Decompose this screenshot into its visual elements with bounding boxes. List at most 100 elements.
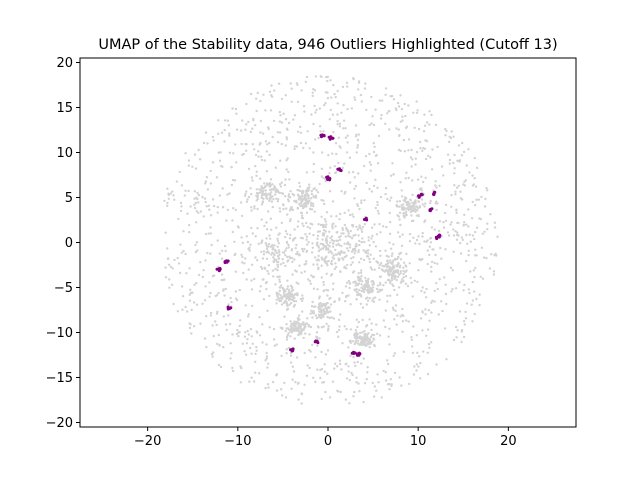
inlier-point	[278, 207, 281, 210]
inlier-point	[352, 215, 355, 218]
inlier-point	[300, 89, 303, 92]
inlier-point	[211, 161, 215, 164]
inlier-point	[337, 318, 341, 322]
inlier-point	[367, 340, 370, 343]
inlier-point	[312, 162, 316, 166]
inlier-point	[463, 221, 466, 224]
inlier-point	[220, 273, 224, 276]
inlier-point	[301, 310, 304, 313]
inlier-point	[406, 284, 410, 288]
inlier-point	[365, 338, 369, 342]
inlier-point	[302, 104, 306, 108]
inlier-point	[190, 308, 193, 312]
inlier-point	[267, 192, 271, 195]
inlier-point	[378, 249, 382, 253]
inlier-point	[325, 288, 328, 292]
inlier-point	[206, 142, 209, 145]
y-tick-label: −5	[54, 281, 73, 296]
inlier-point	[255, 188, 258, 191]
inlier-point	[373, 268, 376, 271]
outlier-point	[417, 194, 420, 198]
inlier-point	[216, 239, 219, 242]
inlier-point	[443, 327, 447, 330]
inlier-point	[388, 382, 391, 386]
inlier-point	[323, 218, 327, 221]
inlier-point	[405, 252, 408, 255]
inlier-point	[379, 195, 383, 199]
inlier-point	[390, 196, 393, 199]
inlier-point	[473, 275, 476, 279]
inlier-point	[229, 342, 232, 345]
inlier-point	[359, 331, 362, 334]
inlier-point	[216, 342, 219, 346]
inlier-point	[299, 131, 303, 134]
inlier-point	[389, 174, 393, 177]
inlier-point	[376, 186, 379, 189]
inlier-point	[334, 171, 337, 175]
inlier-point	[184, 189, 187, 192]
inlier-point	[422, 180, 425, 184]
inlier-point	[352, 270, 356, 273]
inlier-point	[280, 121, 284, 124]
inlier-point	[493, 226, 497, 229]
inlier-point	[243, 194, 247, 198]
inlier-point	[382, 284, 385, 287]
inlier-point	[263, 267, 267, 270]
inlier-point	[271, 183, 274, 186]
inlier-point	[274, 283, 277, 286]
inlier-point	[240, 214, 244, 218]
inlier-point	[444, 203, 448, 207]
inlier-point	[395, 278, 398, 282]
inlier-point	[374, 154, 378, 158]
x-tick-label: 20	[500, 434, 517, 449]
inlier-point	[447, 140, 451, 144]
inlier-point	[287, 295, 290, 298]
inlier-point	[320, 198, 323, 202]
inlier-point	[291, 327, 294, 330]
inlier-point	[378, 334, 382, 337]
inlier-point	[399, 315, 402, 318]
inlier-point	[344, 235, 347, 238]
outlier-point	[319, 133, 323, 137]
inlier-point	[374, 178, 377, 181]
inlier-point	[186, 310, 189, 313]
inlier-point	[217, 151, 220, 154]
inlier-point	[370, 122, 373, 125]
inlier-point	[392, 308, 395, 311]
inlier-point	[194, 167, 198, 170]
inlier-point	[444, 248, 447, 251]
inlier-point	[359, 257, 363, 260]
inlier-point	[314, 380, 317, 384]
inlier-point	[329, 79, 332, 82]
inlier-point	[423, 240, 426, 243]
inlier-point	[250, 352, 253, 355]
inlier-point	[318, 306, 321, 309]
inlier-point	[312, 88, 315, 91]
inlier-point	[492, 270, 496, 273]
inlier-point	[236, 225, 240, 228]
inlier-point	[331, 288, 335, 291]
inlier-point	[283, 300, 287, 303]
inlier-point	[332, 282, 335, 285]
inlier-point	[421, 286, 424, 289]
inlier-point	[203, 299, 207, 302]
inlier-point	[269, 109, 273, 112]
inlier-point	[355, 318, 358, 321]
inlier-point	[246, 338, 249, 341]
inlier-point	[303, 204, 306, 207]
inlier-point	[435, 208, 438, 212]
inlier-point	[180, 184, 184, 187]
inlier-point	[435, 186, 438, 189]
inlier-point	[346, 107, 349, 111]
inlier-point	[446, 231, 450, 234]
inlier-point	[410, 281, 413, 284]
inlier-point	[276, 189, 279, 192]
inlier-point	[301, 204, 304, 208]
inlier-point	[184, 305, 187, 309]
inlier-point	[292, 300, 296, 303]
inlier-point	[324, 245, 327, 248]
inlier-point	[216, 310, 219, 313]
inlier-point	[379, 254, 382, 257]
inlier-point	[197, 211, 200, 215]
inlier-point	[336, 239, 340, 242]
